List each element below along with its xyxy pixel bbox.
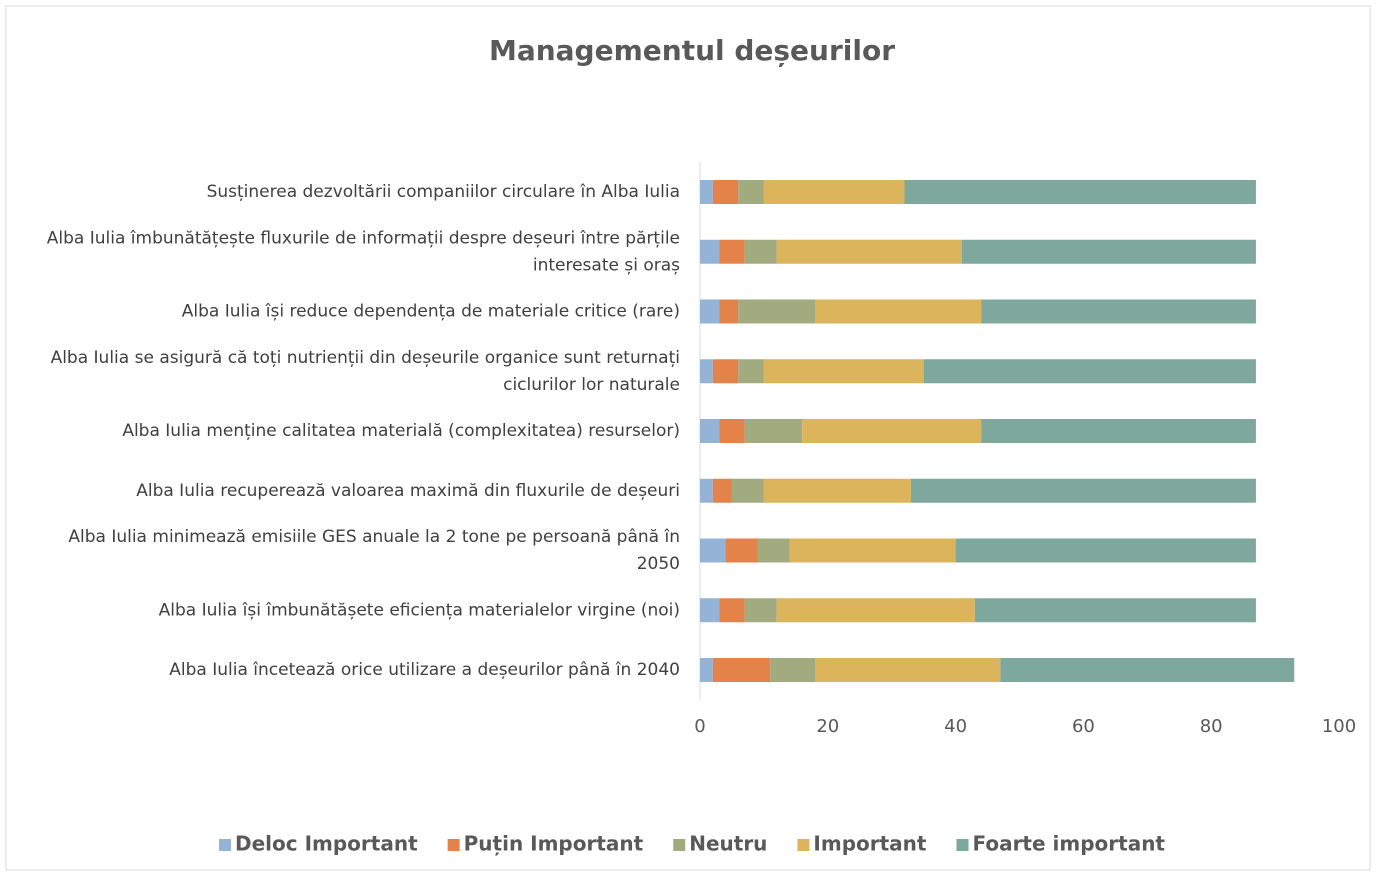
bar-segment [719, 598, 745, 623]
bar-segment [802, 419, 982, 443]
bar-segment [974, 598, 1256, 623]
legend-label: Foarte important [972, 832, 1165, 856]
bar-segment [744, 598, 777, 623]
bar-segment [763, 478, 911, 503]
bar-segment [700, 598, 720, 623]
x-tick-label: 20 [816, 716, 839, 737]
legend-swatch [219, 839, 231, 851]
bar-segment [700, 359, 713, 384]
bar-segment [757, 538, 790, 563]
y-tick-label-line: Alba Iulia minimează emisiile GES anuale… [68, 527, 680, 547]
bar-segment [700, 478, 713, 503]
x-tick-label: 100 [1322, 716, 1356, 737]
bar-segment [719, 419, 745, 443]
bar-segment [700, 538, 726, 563]
bar-segment [738, 299, 816, 324]
legend-label: Deloc Important [235, 832, 418, 856]
legend-swatch [447, 839, 460, 851]
bar-segment [923, 359, 1256, 384]
bar-segment [815, 658, 1001, 682]
bar-segment [719, 239, 745, 264]
bar-segment [719, 299, 739, 324]
bar-segment [1000, 658, 1295, 682]
bar-segment [981, 419, 1256, 443]
y-tick-label: Alba Iulia își reduce dependența de mate… [182, 302, 680, 322]
legend-swatch [956, 839, 969, 851]
bar-segment [712, 180, 739, 204]
bar-segment [700, 658, 713, 682]
y-tick-label-line: interesate și oraș [533, 255, 680, 275]
legend-label: Neutru [689, 832, 767, 856]
bar-segment [712, 359, 739, 384]
bar-segment [776, 598, 975, 623]
legend-swatch [797, 839, 810, 851]
legend-label: Puțin Important [464, 832, 644, 856]
y-tick-label-line: 2050 [637, 554, 680, 574]
y-tick-label-line: Alba Iulia se asigură că toți nutrienții… [51, 348, 680, 368]
x-tick-label: 0 [694, 716, 705, 737]
bar-segment [776, 239, 962, 264]
bar-segment [700, 419, 720, 443]
y-tick-label: Alba Iulia încetează orice utilizare a d… [169, 660, 680, 680]
y-tick-label: Alba Iulia se asigură că toți nutrienții… [51, 348, 680, 395]
bar-segment [961, 239, 1256, 264]
bar-segment [700, 180, 713, 204]
bar-segment [955, 538, 1256, 563]
legend-label: Important [813, 832, 926, 856]
x-tick-label: 80 [1200, 716, 1223, 737]
bar-segment [712, 658, 771, 682]
bar-segment [738, 180, 764, 204]
bar-segment [815, 299, 982, 324]
y-tick-label: Alba Iulia minimează emisiile GES anuale… [68, 527, 680, 574]
bar-segment [731, 478, 764, 503]
y-tick-label: Alba Iulia își îmbunătășete eficiența ma… [159, 600, 680, 620]
chart-title: Managementul deșeurilor [489, 34, 895, 67]
bar-segment [700, 299, 720, 324]
bar-segment [789, 538, 956, 563]
bar-segment [712, 478, 732, 503]
legend-swatch [673, 839, 686, 851]
bar-segment [738, 359, 764, 384]
bar-segment [910, 478, 1256, 503]
y-tick-label-line: Alba Iulia îmbunătățește fluxurile de in… [47, 228, 680, 248]
x-tick-label: 40 [944, 716, 967, 737]
y-tick-label: Alba Iulia recuperează valoarea maximă d… [136, 481, 680, 501]
bar-segment [770, 658, 816, 682]
y-tick-label: Alba Iulia menține calitatea materială (… [122, 421, 680, 441]
bar-segment [763, 359, 924, 384]
x-tick-label: 60 [1072, 716, 1095, 737]
bar-segment [700, 239, 720, 264]
bar-segment [981, 299, 1256, 324]
bar-segment [904, 180, 1256, 204]
bar-segment [725, 538, 758, 563]
y-tick-label: Susținerea dezvoltării companiilor circu… [207, 182, 680, 202]
bar-segment [744, 239, 777, 264]
bar-segment [763, 180, 905, 204]
y-tick-label: Alba Iulia îmbunătățește fluxurile de in… [47, 228, 680, 275]
y-tick-label-line: ciclurilor lor naturale [503, 375, 680, 395]
bar-segment [744, 419, 803, 443]
